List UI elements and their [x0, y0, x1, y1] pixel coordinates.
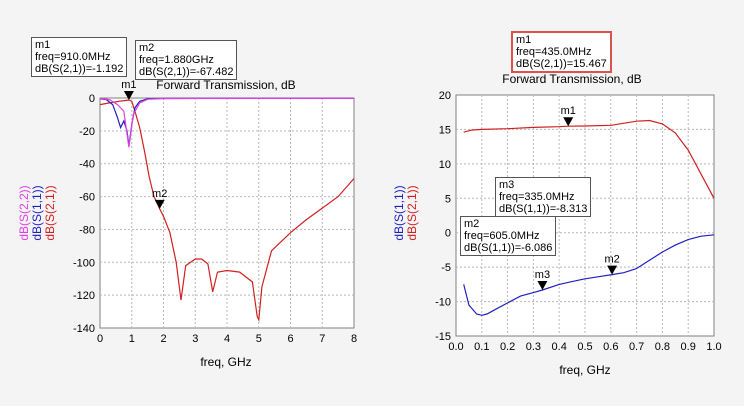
y-tick-label: 15 — [439, 124, 451, 136]
left-y-label-s22-text: dB(S(2,2)) — [17, 185, 31, 240]
readout-line: m1 — [35, 39, 51, 51]
x-tick-label: 0.6 — [603, 341, 618, 353]
x-tick-label: 0.7 — [629, 341, 644, 353]
x-tick-label: 5 — [256, 333, 262, 345]
y-tick-label: -80 — [79, 224, 95, 236]
left-y-label-s11-text: dB(S(1,1)) — [30, 185, 44, 240]
y-tick-label: -140 — [73, 323, 95, 335]
x-tick-label: 3 — [192, 333, 198, 345]
marker-m1-label: m1 — [561, 105, 576, 117]
x-tick-label: 0 — [97, 333, 103, 345]
y-tick-label: -100 — [73, 257, 95, 269]
x-tick-label: 0.9 — [681, 341, 696, 353]
readout-line: dB(S(1,1))=-6.086 — [464, 242, 553, 254]
marker-m2-triangle[interactable] — [607, 265, 618, 275]
readout-line: m1 — [516, 34, 532, 46]
left-y-label-s22: dB(S(2,2)) — [17, 185, 31, 240]
marker-m2-label: m2 — [152, 188, 167, 200]
right-chart-title: Forward Transmission, dB — [502, 72, 641, 86]
readout-line: freq=335.0MHz — [499, 191, 575, 203]
x-tick-label: 6 — [287, 333, 293, 345]
x-tick-label: 0.0 — [448, 341, 463, 353]
readout-line: freq=605.0MHz — [464, 230, 540, 242]
x-tick-label: 7 — [319, 333, 325, 345]
x-tick-label: 0.3 — [526, 341, 541, 353]
readout-line: dB(S(2,1))=-67.482 — [139, 66, 234, 78]
left-y-label-s11: dB(S(1,1)) — [30, 185, 44, 240]
marker-m3-label: m3 — [535, 269, 550, 281]
readout-line: m3 — [499, 179, 515, 191]
right-y-label-s21-text: dB(S(2,1)) — [405, 185, 419, 240]
readout-line: freq=435.0MHz — [516, 46, 592, 58]
right-marker-m3-readout[interactable]: m3 freq=335.0MHz dB(S(1,1))=-8.313 — [495, 177, 592, 217]
marker-m2-triangle[interactable] — [154, 199, 165, 209]
marker-m3-triangle[interactable] — [537, 280, 548, 290]
y-tick-label: 20 — [439, 90, 451, 102]
x-tick-label: 4 — [224, 333, 230, 345]
right-x-axis-label: freq, GHz — [559, 363, 610, 377]
y-tick-label: -15 — [435, 331, 451, 343]
series-line-dbs22 — [99, 97, 355, 148]
series-line-dbs21 — [99, 99, 355, 322]
left-chart: Forward Transmission, dB 0 1 2 3 4 5 6 7 8 0 -20 -… — [17, 78, 357, 369]
right-series — [463, 119, 715, 316]
y-tick-label: 0 — [89, 93, 95, 105]
left-markers: m1 m2 — [121, 79, 167, 209]
y-tick-label: -60 — [79, 192, 95, 204]
y-tick-label: 0 — [445, 228, 451, 240]
readout-line: dB(S(2,1))=15.467 — [516, 58, 607, 70]
left-marker-m2-readout[interactable]: m2 freq=1.880GHz dB(S(2,1))=-67.482 — [135, 40, 238, 80]
x-tick-label: 1 — [129, 333, 135, 345]
series-line-dbs21 — [463, 119, 715, 199]
series-line-dbs11 — [463, 234, 715, 316]
x-tick-label: 0.4 — [552, 341, 567, 353]
left-plot-area — [99, 97, 355, 329]
left-series — [99, 97, 355, 322]
x-tick-label: 0.8 — [655, 341, 670, 353]
left-x-axis-label: freq, GHz — [200, 355, 251, 369]
marker-m1-label: m1 — [121, 79, 136, 91]
y-tick-label: -5 — [441, 262, 451, 274]
x-tick-label: 0.1 — [474, 341, 489, 353]
marker-m1-triangle[interactable] — [123, 90, 134, 100]
readout-line: m2 — [464, 218, 480, 230]
x-tick-label: 0.2 — [500, 341, 515, 353]
readout-line: dB(S(1,1))=-8.313 — [499, 203, 588, 215]
left-chart-title: Forward Transmission, dB — [156, 78, 295, 92]
readout-line: freq=910.0MHz — [35, 51, 111, 63]
right-y-ticks: 20 15 10 5 0 -5 -10 -15 — [435, 90, 451, 343]
y-tick-label: -40 — [79, 159, 95, 171]
x-tick-label: 0.5 — [577, 341, 592, 353]
readout-line: freq=1.880GHz — [139, 54, 214, 66]
left-y-label-s21-text: dB(S(2,1)) — [43, 185, 57, 240]
y-tick-label: -20 — [79, 126, 95, 138]
y-tick-label: 5 — [445, 193, 451, 205]
right-marker-m1-readout[interactable]: m1 freq=435.0MHz dB(S(2,1))=15.467 — [511, 31, 612, 73]
right-y-label-s11: dB(S(1,1)) — [392, 185, 406, 240]
left-x-ticks: 0 1 2 3 4 5 6 7 8 — [97, 333, 357, 345]
readout-line: m2 — [139, 42, 155, 54]
right-markers: m1 m3 m2 — [535, 105, 620, 290]
marker-m2-label: m2 — [604, 254, 619, 266]
right-marker-m2-readout[interactable]: m2 freq=605.0MHz dB(S(1,1))=-6.086 — [460, 216, 557, 256]
right-x-ticks: 0.0 0.1 0.2 0.3 0.4 0.5 0.6 0.7 0.8 0.9 1.0 — [448, 341, 721, 353]
x-tick-label: 2 — [160, 333, 166, 345]
marker-m1-triangle[interactable] — [563, 117, 574, 127]
left-marker-m1-readout[interactable]: m1 freq=910.0MHz dB(S(2,1))=-1.192 — [31, 37, 128, 77]
x-tick-label: 1.0 — [706, 341, 721, 353]
right-y-label-s21: dB(S(2,1)) — [405, 185, 419, 240]
readout-line: dB(S(2,1))=-1.192 — [35, 63, 124, 75]
right-chart: Forward Transmission, dB 0.0 0.1 0.2 0.3 0.4… — [392, 72, 722, 377]
y-tick-label: -120 — [73, 290, 95, 302]
y-tick-label: 10 — [439, 159, 451, 171]
y-tick-label: -10 — [435, 297, 451, 309]
left-y-ticks: 0 -20 -40 -60 -80 -100 -120 -140 — [73, 93, 95, 335]
x-tick-label: 8 — [351, 333, 357, 345]
left-y-label-s21: dB(S(2,1)) — [43, 185, 57, 240]
right-y-label-s11-text: dB(S(1,1)) — [392, 185, 406, 240]
